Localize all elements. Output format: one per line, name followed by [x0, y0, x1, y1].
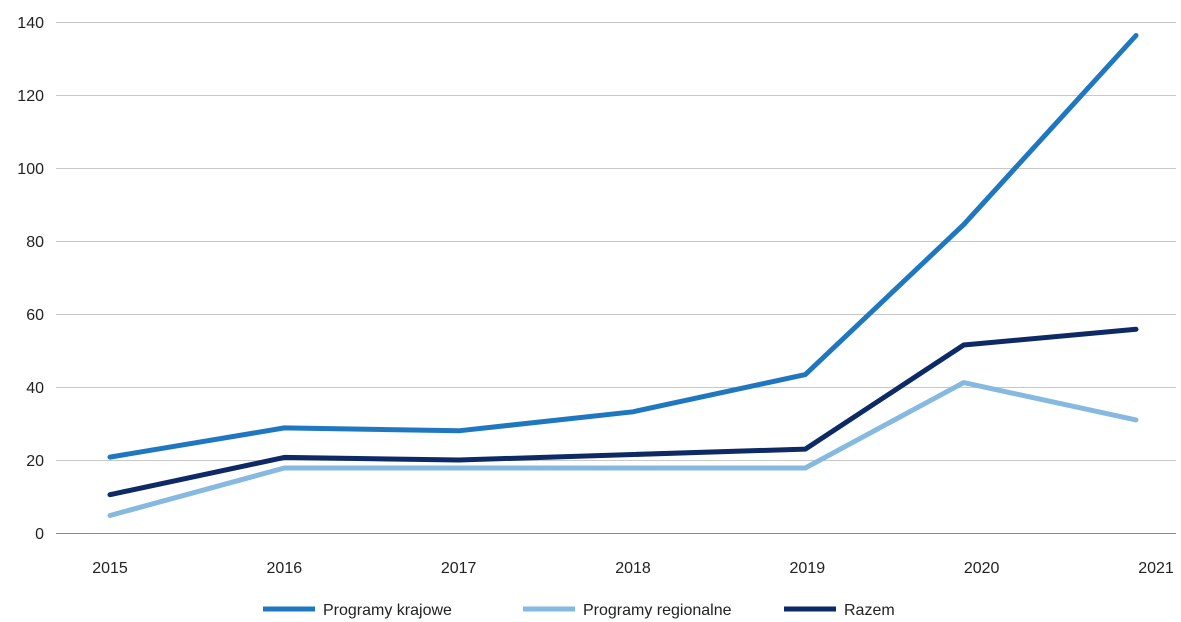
x-axis-ticks: 2015 2016 2017 2018 2019 2020 2021: [92, 560, 1174, 577]
gridlines: [56, 22, 1176, 534]
legend-label: Razem: [844, 602, 895, 619]
y-tick-label: 60: [26, 307, 44, 324]
x-tick-label: 2015: [92, 560, 128, 577]
x-tick-label: 2017: [441, 560, 477, 577]
y-axis-ticks: 0 20 40 60 80 100 120 140: [17, 15, 44, 543]
x-tick-label: 2016: [267, 560, 303, 577]
legend: Programy krajowe Programy regionalne Razem: [263, 602, 895, 619]
x-tick-label: 2019: [790, 560, 826, 577]
y-tick-label: 140: [17, 15, 44, 32]
y-tick-label: 100: [17, 161, 44, 178]
y-tick-label: 120: [17, 88, 44, 105]
series-line-2: [107, 380, 1139, 518]
series-line-1: [107, 33, 1139, 460]
series-lines: [107, 33, 1139, 518]
y-tick-label: 0: [35, 526, 44, 543]
x-tick-label: 2021: [1138, 560, 1174, 577]
x-tick-label: 2018: [615, 560, 651, 577]
legend-label: Programy krajowe: [323, 602, 452, 619]
legend-label: Programy regionalne: [583, 602, 732, 619]
y-tick-label: 20: [26, 453, 44, 470]
y-tick-label: 80: [26, 234, 44, 251]
y-tick-label: 40: [26, 380, 44, 397]
x-tick-label: 2020: [964, 560, 1000, 577]
series-line-3: [107, 326, 1139, 498]
